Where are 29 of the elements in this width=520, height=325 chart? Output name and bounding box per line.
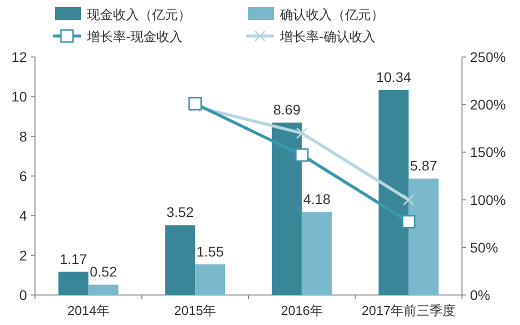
- x-tick-label: 2015年: [174, 303, 216, 318]
- y2-tick-label: 0%: [470, 287, 490, 303]
- y-tick-label: 2: [19, 247, 28, 264]
- y-tick-label: 8: [19, 128, 28, 144]
- y2-tick-label: 50%: [470, 239, 498, 256]
- data-label: 10.34: [376, 68, 412, 85]
- data-label: 4.18: [303, 191, 331, 208]
- x-tick-label: 2017年前三季度: [362, 303, 456, 318]
- legend-label: 增长率-确认收入: [279, 29, 376, 44]
- y-tick-label: 0: [19, 287, 28, 303]
- y2-tick-label: 150%: [470, 144, 506, 160]
- x-tick-label: 2016年: [280, 303, 323, 318]
- y2-tick-label: 250%: [470, 49, 506, 65]
- y-tick-label: 12: [11, 49, 28, 65]
- x-tick-label: 2014年: [67, 303, 110, 318]
- legend-label: 确认收入（亿元）: [279, 7, 384, 22]
- data-label: 1.55: [196, 243, 224, 260]
- y-tick-label: 4: [19, 208, 28, 224]
- y-tick-label: 10: [11, 88, 28, 105]
- y2-tick-label: 200%: [470, 96, 506, 113]
- data-label: 1.17: [60, 250, 88, 267]
- data-label: 5.87: [410, 158, 438, 174]
- data-label: 8.69: [273, 102, 301, 118]
- data-label: 3.52: [166, 204, 194, 220]
- legend-label: 增长率-现金收入: [86, 29, 182, 44]
- y-tick-label: 6: [19, 168, 28, 184]
- data-label: 0.52: [90, 264, 118, 280]
- y2-tick-label: 100%: [470, 192, 506, 208]
- legend-label: 现金收入（亿元）: [87, 7, 191, 22]
